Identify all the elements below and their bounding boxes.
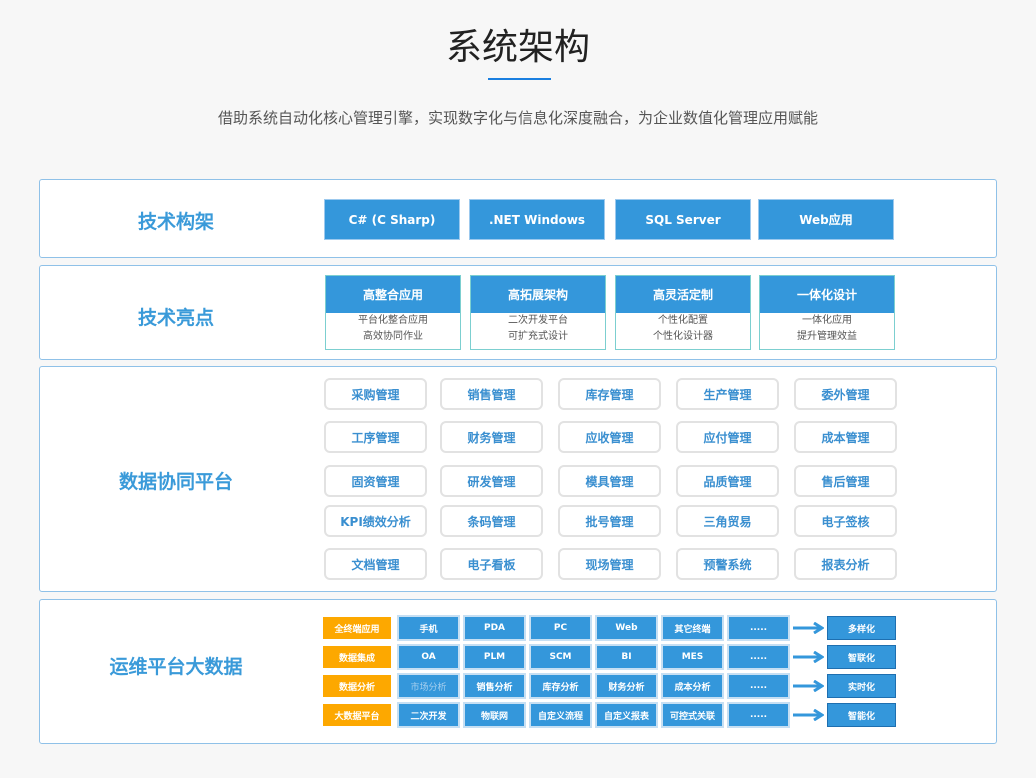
bigdata-item: 成本分析 (661, 673, 724, 699)
highlight-line: 二次开发平台 (508, 315, 568, 326)
bigdata-item: 财务分析 (595, 673, 658, 699)
bigdata-item: ..... (727, 702, 790, 728)
tech-item: C# (C Sharp) (324, 199, 460, 240)
highlight-line: 一体化应用 (802, 315, 852, 326)
module-item[interactable]: KPI绩效分析 (324, 505, 427, 537)
module-item[interactable]: 研发管理 (440, 465, 543, 497)
highlight-card: 高拓展架构二次开发平台 可扩充式设计 (470, 275, 606, 350)
highlight-line: 可扩充式设计 (508, 331, 568, 342)
module-item[interactable]: 采购管理 (324, 378, 427, 410)
bigdata-item: PC (529, 615, 592, 641)
tech-stack-panel: 技术构架 C# (C Sharp) .NET Windows SQL Serve… (39, 179, 997, 258)
platform-panel: 数据协同平台 采购管理 销售管理 库存管理 生产管理 委外管理工序管理 财务管理 应收管理应… (39, 366, 997, 592)
module-item[interactable]: 现场管理 (558, 548, 661, 580)
arrow-right-icon (793, 651, 824, 663)
bigdata-item: ..... (727, 644, 790, 670)
bigdata-item: 销售分析 (463, 673, 526, 699)
bigdata-item: 库存分析 (529, 673, 592, 699)
tech-item: .NET Windows (469, 199, 605, 240)
highlights-panel: 技术亮点 高整合应用 平台化整合应用 高效协同作业 高拓展架构 二次开发平台 可扩充式设计… (39, 265, 997, 360)
bigdata-label: 运维平台大数据 (109, 656, 243, 678)
bigdata-category: 大数据平台 (323, 704, 391, 726)
bigdata-category: 数据集成 (323, 646, 391, 668)
bigdata-item: MES (661, 644, 724, 670)
module-item[interactable]: 电子看板 (440, 548, 543, 580)
module-item[interactable]: 固资管理 (324, 465, 427, 497)
bigdata-item: Web (595, 615, 658, 641)
arrow-right-icon (793, 709, 824, 721)
arrow-right-icon (793, 622, 824, 634)
module-item[interactable]: 工序管理 (324, 421, 427, 453)
module-item[interactable]: 成本管理 (794, 421, 897, 453)
module-item[interactable]: 库存管理 (558, 378, 661, 410)
module-item[interactable]: 批号管理 (558, 505, 661, 537)
page-title: 系统架构 (445, 27, 590, 68)
bigdata-item: ..... (727, 673, 790, 699)
highlight-line: 个性化设计器 (653, 331, 713, 342)
highlight-line: 提升管理效益 (797, 331, 857, 342)
tech-item: SQL Server (615, 199, 751, 240)
module-item[interactable]: 生产管理 (676, 378, 779, 410)
bigdata-item: 可控式关联 (661, 702, 724, 728)
bigdata-item: BI (595, 644, 658, 670)
bigdata-item: ..... (727, 615, 790, 641)
bigdata-item: PLM (463, 644, 526, 670)
arrow-right-icon (793, 680, 824, 692)
module-item[interactable]: 三角贸易 (676, 505, 779, 537)
highlight-line: 高效协同作业 (363, 331, 423, 342)
module-item[interactable]: 条码管理 (440, 505, 543, 537)
module-item[interactable]: 销售管理 (440, 378, 543, 410)
bigdata-category: 全终端应用 (323, 617, 391, 639)
highlight-line: 平台化整合应用 (358, 315, 428, 326)
bigdata-item: 自定义流程 (529, 702, 592, 728)
module-item[interactable]: 预警系统 (676, 548, 779, 580)
page-subtitle: 借助系统自动化核心管理引擎，实现数字化与信息化深度融合，为企业数值化管理应用赋能 (217, 109, 818, 127)
bigdata-panel: 运维平台大数据 全终端应用 手机 PDA PC Web 其它终端..... 多样化数据集成 O… (39, 599, 997, 744)
bigdata-category: 数据分析 (323, 675, 391, 697)
bigdata-item: 物联网 (463, 702, 526, 728)
bigdata-item: PDA (463, 615, 526, 641)
highlight-title: 高灵活定制 (616, 276, 750, 313)
title-underline (488, 78, 551, 80)
bigdata-item: 市场分析 (397, 673, 460, 699)
module-item[interactable]: 委外管理 (794, 378, 897, 410)
tech-stack-label: 技术构架 (137, 211, 214, 233)
module-item[interactable]: 售后管理 (794, 465, 897, 497)
module-item[interactable]: 应收管理 (558, 421, 661, 453)
tech-item: Web应用 (758, 199, 894, 240)
bigdata-item: 自定义报表 (595, 702, 658, 728)
module-item[interactable]: 品质管理 (676, 465, 779, 497)
module-item[interactable]: 报表分析 (794, 548, 897, 580)
highlights-label: 技术亮点 (137, 307, 214, 329)
highlight-title: 一体化设计 (760, 276, 894, 313)
highlight-title: 高拓展架构 (471, 276, 605, 313)
platform-label: 数据协同平台 (118, 471, 233, 493)
module-item[interactable]: 文档管理 (324, 548, 427, 580)
highlight-title: 高整合应用 (326, 276, 460, 313)
bigdata-result: 智联化 (827, 645, 896, 669)
bigdata-result: 智能化 (827, 703, 896, 727)
bigdata-result: 多样化 (827, 616, 896, 640)
bigdata-item: SCM (529, 644, 592, 670)
module-item[interactable]: 模具管理 (558, 465, 661, 497)
highlight-card: 一体化设计一体化应用提升管理效益 (759, 275, 895, 350)
module-item[interactable]: 财务管理 (440, 421, 543, 453)
bigdata-item: 其它终端 (661, 615, 724, 641)
highlight-card: 高灵活定制个性化配置个性化设计器 (615, 275, 751, 350)
module-item[interactable]: 应付管理 (676, 421, 779, 453)
module-item[interactable]: 电子签核 (794, 505, 897, 537)
highlight-card: 高整合应用平台化整合应用 高效协同作业 (325, 275, 461, 350)
bigdata-item: OA (397, 644, 460, 670)
highlight-line: 个性化配置 (658, 315, 708, 326)
bigdata-item: 手机 (397, 615, 460, 641)
bigdata-item: 二次开发 (397, 702, 460, 728)
bigdata-result: 实时化 (827, 674, 896, 698)
